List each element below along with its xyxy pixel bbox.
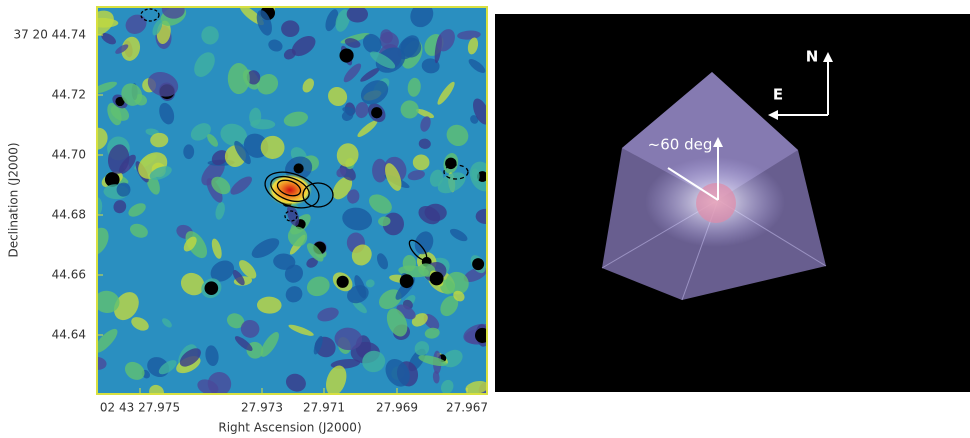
x-tick-label: 27.973: [241, 401, 283, 415]
x-tick-label: 27.967: [446, 401, 488, 415]
x-tick-label: 27.969: [376, 401, 418, 415]
y-tick-label: 44.66: [52, 268, 86, 282]
x-tick-label: 27.971: [303, 401, 345, 415]
x-tick-label: 02 43 27.975: [100, 401, 180, 415]
figure: Right Ascension (J2000) Declination (J20…: [0, 0, 970, 438]
x-axis-label: Right Ascension (J2000): [218, 421, 361, 435]
dark-spot: [205, 281, 219, 295]
north-label: N: [806, 48, 819, 66]
y-tick-label: 44.72: [52, 88, 86, 102]
y-tick-label: 44.70: [52, 148, 86, 162]
east-label: E: [773, 86, 783, 104]
y-tick-label: 44.68: [52, 208, 86, 222]
noise-blob: [281, 20, 299, 37]
y-tick-label: 44.64: [52, 328, 86, 342]
dark-spot: [339, 48, 353, 62]
dark-spot: [430, 272, 444, 286]
noise-blob: [228, 63, 250, 94]
radio-map: [80, 0, 499, 403]
angle-label: ~60 deg: [648, 136, 713, 154]
dark-spot: [472, 258, 484, 270]
dark-spot: [371, 107, 382, 118]
y-axis-label: Declination (J2000): [7, 142, 21, 257]
dark-spot: [294, 163, 304, 173]
dark-spot: [400, 274, 414, 288]
dark-spot: [337, 276, 349, 288]
y-tick-label: 37 20 44.74: [13, 28, 86, 42]
